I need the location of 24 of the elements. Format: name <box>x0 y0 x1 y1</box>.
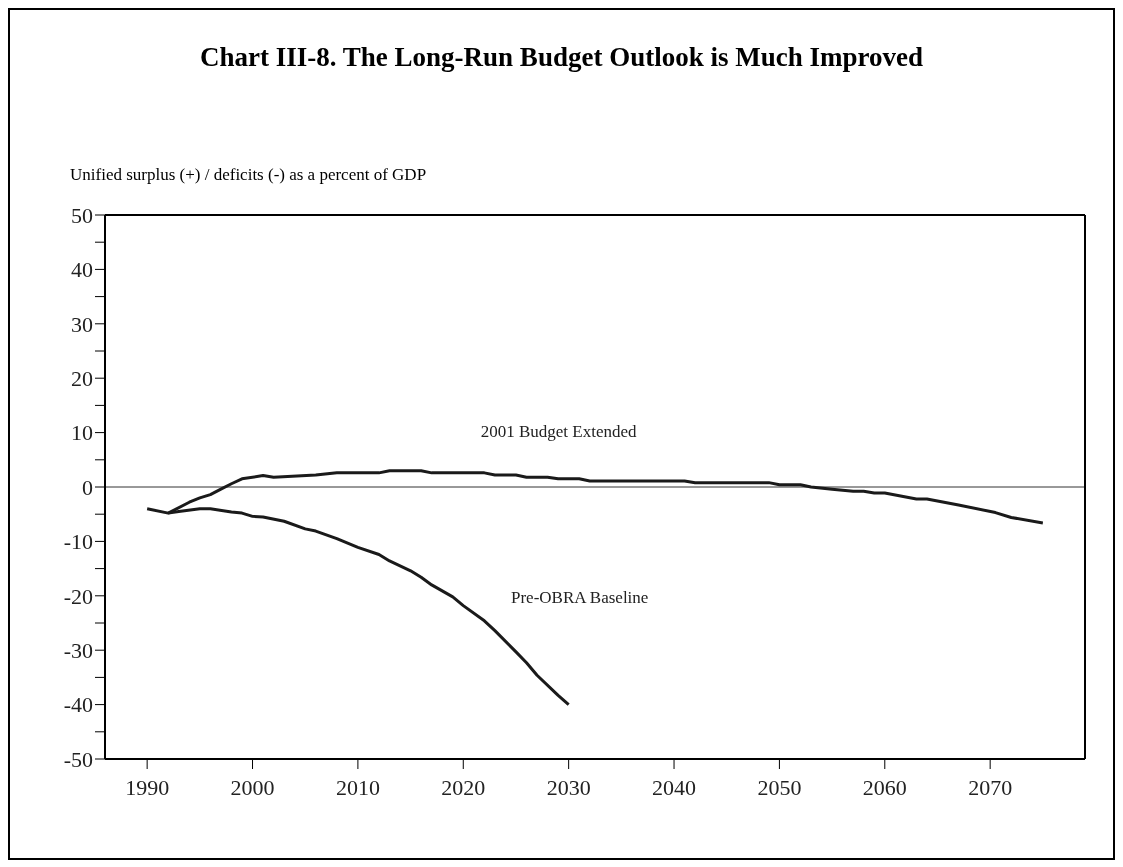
x-tick-label: 1990 <box>125 774 170 800</box>
x-tick-label: 2070 <box>968 774 1013 800</box>
x-tick-label: 2060 <box>862 774 907 800</box>
x-tick-label: 2050 <box>757 774 802 800</box>
y-tick-label: 50 <box>71 202 93 228</box>
x-tick-label: 2020 <box>441 774 486 800</box>
y-tick-label: -50 <box>63 746 93 772</box>
x-tick-label: 2030 <box>546 774 591 800</box>
y-axis-title: Unified surplus (+) / deficits (-) as a percent of GDP <box>70 165 427 185</box>
y-tick-label: -20 <box>63 583 93 609</box>
x-tick-label: 2000 <box>230 774 275 800</box>
y-tick-label: 0 <box>82 474 93 500</box>
y-tick-label: -30 <box>63 638 93 664</box>
y-tick-label: -40 <box>63 692 93 718</box>
x-tick-label: 2010 <box>335 774 380 800</box>
series-label: Pre-OBRA Baseline <box>510 588 649 609</box>
y-tick-label: 40 <box>71 257 93 283</box>
y-tick-label: 20 <box>71 366 93 392</box>
series-label: 2001 Budget Extended <box>480 422 637 442</box>
y-tick-label: -10 <box>63 529 93 555</box>
y-tick-label: 10 <box>71 420 93 446</box>
x-tick-label: 2040 <box>652 774 697 800</box>
y-tick-label: 30 <box>71 311 93 337</box>
chart-title: Chart III-8. The Long-Run Budget Outlook is Much Improved <box>199 42 924 73</box>
